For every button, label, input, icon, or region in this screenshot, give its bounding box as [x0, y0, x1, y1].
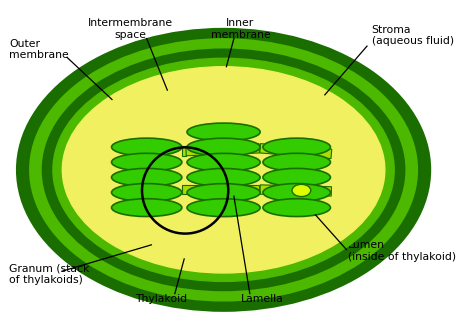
Ellipse shape [263, 169, 330, 186]
Ellipse shape [111, 199, 182, 216]
Text: Stroma
(aqueous fluid): Stroma (aqueous fluid) [372, 24, 454, 46]
Ellipse shape [187, 169, 260, 186]
Ellipse shape [187, 138, 260, 156]
Ellipse shape [263, 199, 330, 216]
Ellipse shape [263, 138, 330, 156]
Polygon shape [182, 185, 259, 194]
Text: Lumen
(inside of thylakoid): Lumen (inside of thylakoid) [348, 240, 456, 262]
Polygon shape [260, 144, 332, 158]
Ellipse shape [53, 58, 394, 281]
Ellipse shape [111, 169, 182, 186]
Ellipse shape [187, 199, 260, 217]
Ellipse shape [43, 50, 404, 290]
Text: Lamella: Lamella [241, 293, 283, 304]
Text: Intermembrane
space: Intermembrane space [88, 18, 173, 40]
Text: Thylakoid: Thylakoid [135, 293, 187, 304]
Ellipse shape [187, 184, 260, 201]
Ellipse shape [111, 138, 182, 156]
Polygon shape [182, 146, 186, 156]
Polygon shape [186, 144, 259, 156]
Ellipse shape [263, 184, 330, 201]
Text: Granum (stack
of thylakoids): Granum (stack of thylakoids) [9, 264, 89, 285]
Text: Outer
membrane: Outer membrane [9, 39, 69, 60]
Polygon shape [260, 185, 331, 196]
Ellipse shape [62, 67, 385, 273]
Ellipse shape [187, 123, 260, 141]
Ellipse shape [292, 184, 311, 197]
Ellipse shape [187, 153, 260, 171]
Ellipse shape [18, 29, 430, 311]
Ellipse shape [111, 153, 182, 171]
Ellipse shape [30, 40, 417, 300]
Ellipse shape [111, 184, 182, 201]
Ellipse shape [263, 153, 330, 171]
Text: Inner
membrane: Inner membrane [210, 18, 270, 40]
